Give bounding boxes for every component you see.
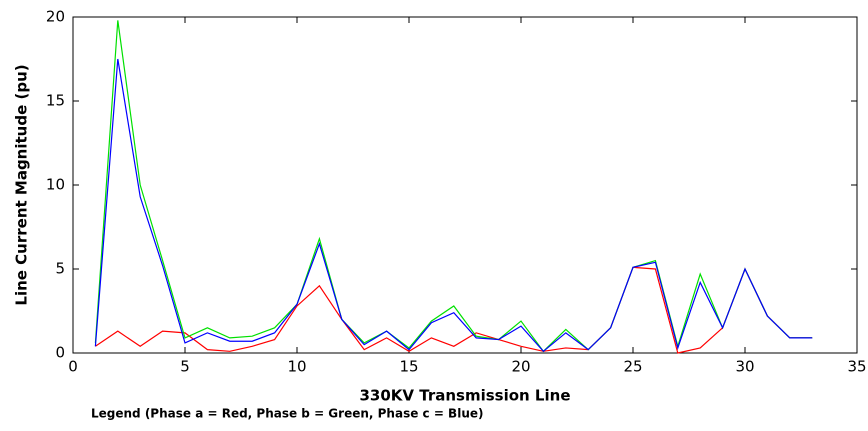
x-tick-label: 0	[68, 358, 78, 376]
x-axis-label: 330KV Transmission Line	[359, 387, 570, 405]
y-tick-label: 5	[55, 260, 65, 278]
series-line	[95, 266, 813, 354]
y-tick-label: 15	[46, 92, 65, 110]
series-line	[94, 20, 813, 353]
y-tick-label: 0	[55, 344, 65, 362]
y-axis-label: Line Current Magnitude (pu)	[13, 64, 31, 305]
legend-note: Legend (Phase a = Red, Phase b = Green, …	[91, 407, 483, 421]
x-tick-label: 5	[180, 358, 190, 376]
series-line	[94, 58, 813, 353]
y-tick-label: 20	[46, 8, 65, 26]
x-tick-label: 20	[511, 358, 530, 376]
x-tick-label: 35	[847, 358, 866, 376]
x-tick-label: 25	[623, 358, 642, 376]
y-tick-label: 10	[46, 176, 65, 194]
plot-frame	[72, 16, 858, 354]
x-tick-label: 15	[399, 358, 418, 376]
x-tick-label: 10	[287, 358, 306, 376]
x-tick-label: 30	[735, 358, 754, 376]
